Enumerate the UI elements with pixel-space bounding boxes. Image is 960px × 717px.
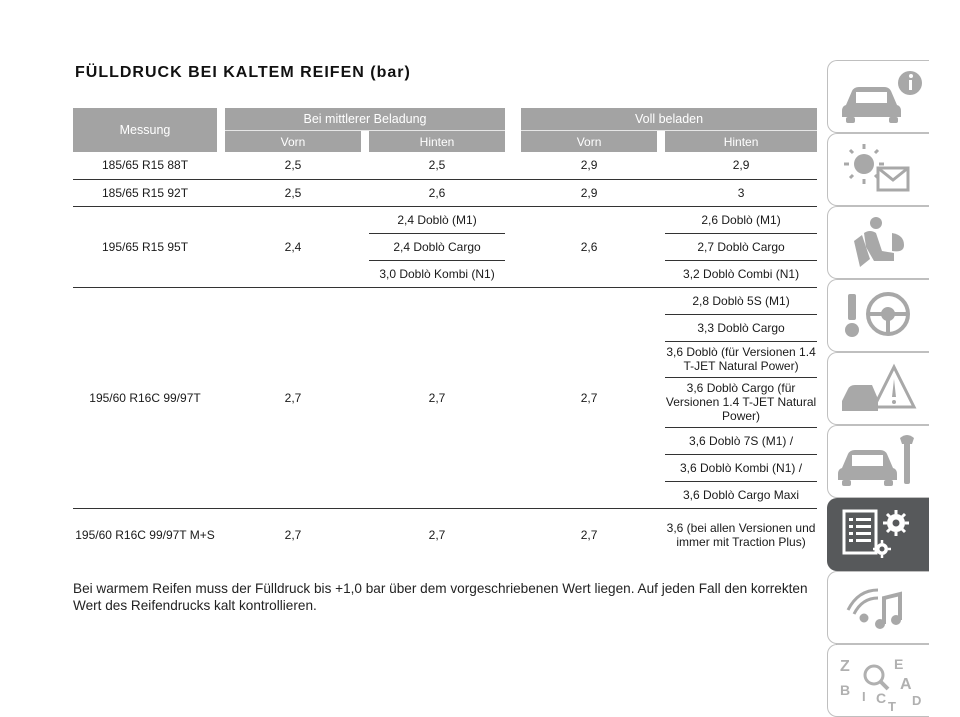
table-row: 185/65 R15 88T 2,5 2,5 2,9 2,9 [73, 152, 818, 180]
pressure-value: 3,2 Doblò Combi (N1) [665, 260, 818, 288]
header-front: Vorn [225, 130, 361, 152]
pressure-value: 2,7 [369, 287, 506, 509]
sidebar-tab-starting[interactable] [827, 279, 929, 352]
pressure-value: 2,9 [521, 179, 658, 207]
svg-text:C: C [876, 690, 886, 706]
svg-text:D: D [912, 693, 921, 708]
pressure-value: 3,6 Doblò Cargo (für Versionen 1.4 T-JET… [665, 377, 818, 428]
pressure-value: 3,6 (bei allen Versionen und immer mit T… [666, 521, 816, 550]
pressure-value: 2,7 Doblò Cargo [665, 233, 818, 261]
sidebar-tab-warnings[interactable] [827, 133, 929, 206]
table-row: 195/60 R16C 99/97T M+S 2,7 2,7 2,7 3,6 (… [73, 508, 817, 562]
pressure-value: 2,7 [428, 528, 446, 543]
pressure-value: 3,6 Doblò Kombi (N1) / [665, 454, 818, 482]
tire-size: 195/65 R15 95T [73, 206, 217, 288]
pressure-value: 2,5 [225, 152, 361, 180]
pressure-value: 3,6 Doblò Cargo Maxi [665, 481, 818, 509]
tire-size: 185/65 R15 88T [73, 152, 217, 180]
header-measurement: Messung [73, 108, 217, 152]
pressure-value: 2,5 [225, 179, 361, 207]
sidebar-tab-car-info[interactable] [827, 60, 929, 133]
airbag-seat-icon [854, 217, 904, 267]
pressure-value: 2,8 Doblò 5S (M1) [665, 287, 818, 315]
pressure-value: 2,9 [665, 152, 818, 180]
svg-text:A: A [900, 676, 912, 693]
tire-size: 195/60 R16C 99/97T [73, 287, 217, 509]
pressure-value: 2,4 Doblò Cargo [369, 233, 506, 261]
pressure-value: 2,5 [369, 152, 506, 180]
svg-text:B: B [840, 682, 850, 698]
sidebar-tab-technical-data[interactable] [827, 498, 929, 571]
warm-tire-note: Bei warmem Reifen muss der Fülldruck bis… [73, 581, 808, 613]
pressure-value: 3,3 Doblò Cargo [665, 314, 818, 342]
pressure-value: 3 [665, 179, 818, 207]
sidebar-tab-index[interactable]: Z E B I C A D T [827, 644, 929, 717]
tire-size: 185/65 R15 92T [73, 179, 217, 207]
key-steering-wheel-icon [845, 292, 910, 337]
table-row: 195/60 R16C 99/97T 2,7 2,7 2,7 2,8 Doblò… [73, 287, 818, 509]
sidebar-tab-safety[interactable] [827, 206, 929, 279]
sidebar-tab-emergency[interactable] [827, 352, 929, 425]
table-row: 185/65 R15 92T 2,5 2,6 2,9 3 [73, 179, 818, 207]
pressure-value: 2,4 [225, 206, 361, 288]
warning-light-message-icon [844, 144, 910, 192]
pressure-value: 2,9 [521, 152, 658, 180]
pressure-value: 2,7 [284, 528, 302, 543]
multimedia-icon [846, 588, 902, 629]
svg-text:I: I [862, 689, 866, 704]
sidebar-tab-maintenance[interactable] [827, 425, 929, 498]
pressure-value: 2,6 [521, 206, 658, 288]
svg-text:T: T [888, 699, 896, 713]
tire-pressure-table: Messung Bei mittlerer Beladung Voll bela… [73, 108, 818, 562]
svg-text:E: E [894, 656, 903, 672]
alphabetical-index-icon: Z E B I C A D T [840, 656, 921, 713]
pressure-value: 3,6 Doblò 7S (M1) / [665, 427, 818, 455]
table-row: 195/65 R15 95T 2,4 2,4 Doblò (M1) 2,6 2,… [73, 206, 818, 288]
pressure-value: 2,7 [225, 287, 361, 509]
car-info-icon [842, 71, 922, 123]
header-front: Vorn [521, 130, 658, 152]
header-rear: Hinten [665, 130, 818, 152]
tire-size: 195/60 R16C 99/97T M+S [75, 528, 215, 543]
pressure-value: 2,6 [369, 179, 506, 207]
header-rear: Hinten [369, 130, 506, 152]
svg-text:Z: Z [840, 658, 850, 675]
car-maintenance-icon [838, 435, 914, 486]
pressure-value: 2,4 Doblò (M1) [369, 206, 506, 234]
technical-data-icon [842, 509, 909, 558]
page-title: FÜLLDRUCK BEI KALTEM REIFEN (bar) [75, 64, 411, 81]
sidebar-tab-multimedia[interactable] [827, 571, 929, 644]
pressure-value: 3,0 Doblò Kombi (N1) [369, 260, 506, 288]
header-full-load: Voll beladen [521, 108, 818, 131]
car-breakdown-icon [842, 363, 917, 411]
pressure-value: 3,6 Doblò (für Versionen 1.4 T-JET Natur… [665, 341, 818, 378]
pressure-value: 2,6 Doblò (M1) [665, 206, 818, 234]
pressure-value: 2,7 [521, 287, 658, 509]
header-medium-load: Bei mittlerer Beladung [225, 108, 506, 131]
pressure-value: 2,7 [580, 528, 598, 543]
